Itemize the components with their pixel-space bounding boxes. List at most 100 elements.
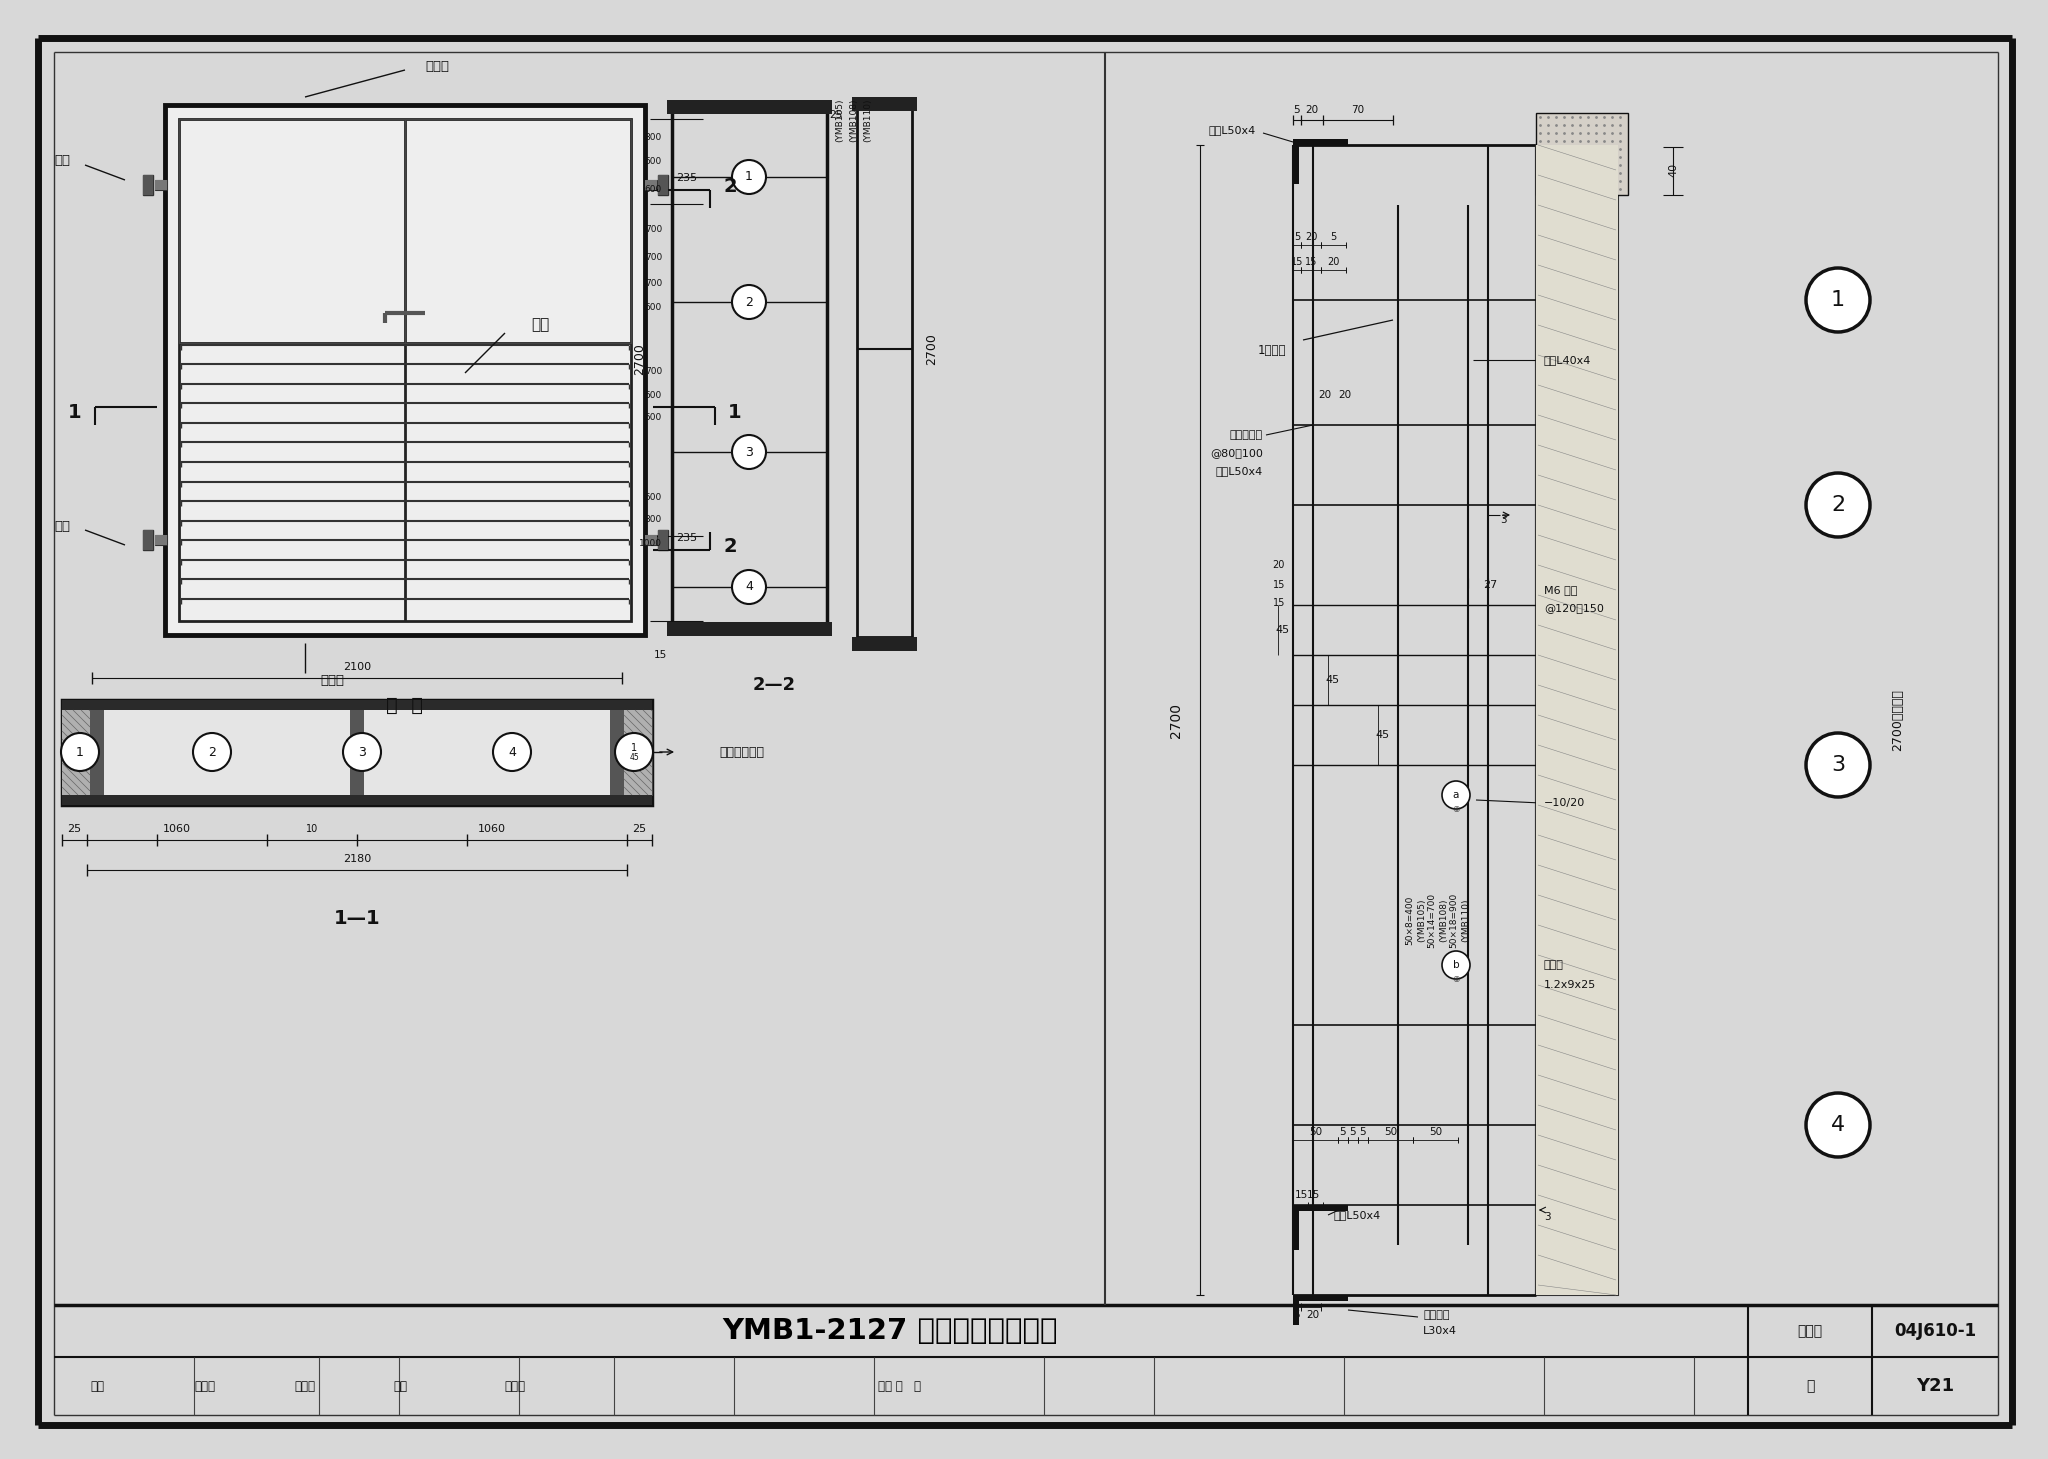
Bar — [61, 711, 90, 795]
Bar — [1292, 139, 1298, 184]
Text: 钓板网: 钓板网 — [1544, 960, 1565, 970]
Text: 5: 5 — [1294, 232, 1300, 242]
Circle shape — [342, 732, 381, 770]
Bar — [610, 711, 625, 795]
Text: 04J610-1: 04J610-1 — [1894, 1322, 1976, 1339]
Text: 3: 3 — [1544, 1212, 1550, 1223]
Bar — [1536, 144, 1618, 1296]
Text: 235: 235 — [676, 533, 698, 543]
Bar — [90, 711, 104, 795]
Circle shape — [731, 435, 766, 468]
Text: 45: 45 — [1325, 676, 1339, 684]
Circle shape — [1442, 781, 1470, 808]
Bar — [166, 105, 645, 635]
Text: (YMB110): (YMB110) — [862, 98, 872, 142]
Bar — [668, 101, 831, 114]
Text: (YMB108): (YMB108) — [1440, 899, 1448, 941]
Text: 2700: 2700 — [633, 343, 647, 375]
Text: 门轴: 门轴 — [53, 153, 70, 166]
Text: 3: 3 — [1831, 754, 1845, 775]
Text: 15: 15 — [1272, 581, 1284, 589]
Text: 50×18=900: 50×18=900 — [1450, 893, 1458, 948]
Text: 1—1: 1—1 — [334, 909, 381, 928]
Text: 600: 600 — [645, 302, 662, 312]
Text: 10: 10 — [305, 824, 317, 835]
Text: 40: 40 — [1667, 163, 1677, 177]
Text: 2700: 2700 — [926, 333, 938, 365]
Text: 半圆头铆钉: 半圆头铆钉 — [1231, 430, 1264, 441]
Text: a: a — [1452, 789, 1458, 800]
Text: 预制混凝土块: 预制混凝土块 — [719, 746, 764, 759]
Text: 立  面: 立 面 — [387, 696, 424, 715]
Text: 4: 4 — [508, 746, 516, 759]
Bar — [104, 711, 350, 795]
Bar — [1536, 144, 1618, 1296]
Circle shape — [1806, 732, 1870, 797]
Bar — [178, 120, 631, 622]
Text: 下插销: 下插销 — [319, 674, 344, 687]
Text: 1000: 1000 — [639, 540, 662, 549]
Text: 20: 20 — [1305, 105, 1319, 115]
Text: ③: ③ — [1452, 976, 1460, 985]
Text: 校对: 校对 — [393, 1380, 408, 1392]
Text: 2: 2 — [209, 746, 215, 759]
Circle shape — [1442, 951, 1470, 979]
Bar — [143, 175, 154, 196]
Text: 20: 20 — [1272, 560, 1284, 570]
Text: 1: 1 — [76, 746, 84, 759]
Bar — [1292, 139, 1348, 144]
Text: 3: 3 — [1499, 515, 1507, 525]
Text: 1: 1 — [1831, 290, 1845, 309]
Text: 3: 3 — [358, 746, 367, 759]
Bar — [143, 175, 154, 196]
Text: 25: 25 — [633, 824, 647, 835]
Text: 5: 5 — [1294, 1310, 1300, 1320]
Bar — [668, 622, 831, 636]
Text: 2: 2 — [1831, 495, 1845, 515]
Bar — [645, 535, 657, 546]
Text: 235: 235 — [676, 174, 698, 182]
Bar — [143, 530, 154, 550]
Bar — [625, 711, 651, 795]
Text: 700: 700 — [645, 226, 662, 235]
Bar — [657, 175, 668, 196]
Circle shape — [731, 160, 766, 194]
Bar — [645, 179, 657, 190]
Text: 25: 25 — [829, 109, 842, 120]
Bar — [625, 711, 651, 795]
Text: 主祖光: 主祖光 — [295, 1380, 315, 1392]
Text: (YMB105): (YMB105) — [836, 98, 844, 142]
Text: 500: 500 — [645, 413, 662, 423]
Text: 横档L40x4: 横档L40x4 — [1544, 355, 1591, 365]
Bar — [156, 535, 168, 546]
Text: 25: 25 — [68, 824, 82, 835]
Bar — [645, 535, 657, 546]
Bar — [852, 638, 918, 651]
Bar — [61, 795, 651, 805]
Text: 1: 1 — [729, 403, 741, 422]
Bar — [856, 102, 911, 638]
Text: 800: 800 — [645, 133, 662, 142]
Bar — [1292, 1296, 1298, 1325]
Circle shape — [193, 732, 231, 770]
Bar — [61, 711, 90, 795]
Bar — [1292, 1296, 1348, 1301]
Text: 3: 3 — [745, 445, 754, 458]
Text: 800: 800 — [645, 515, 662, 524]
Text: 20: 20 — [1339, 390, 1352, 400]
Text: 1: 1 — [745, 171, 754, 184]
Circle shape — [61, 732, 98, 770]
Bar — [350, 711, 365, 795]
Text: 50: 50 — [1309, 1126, 1323, 1137]
Circle shape — [1806, 268, 1870, 333]
Text: −10/20: −10/20 — [1544, 798, 1585, 808]
Text: 20: 20 — [1307, 1310, 1319, 1320]
Text: M6 螺栓: M6 螺栓 — [1544, 585, 1577, 595]
Text: (YMB108): (YMB108) — [850, 98, 858, 142]
Text: 2: 2 — [723, 537, 737, 556]
Bar — [178, 120, 406, 343]
Text: (YMB105): (YMB105) — [1417, 899, 1427, 941]
Text: 5: 5 — [1360, 1126, 1366, 1137]
Text: 1厘钒板: 1厘钒板 — [1257, 343, 1286, 356]
Bar — [406, 120, 631, 343]
